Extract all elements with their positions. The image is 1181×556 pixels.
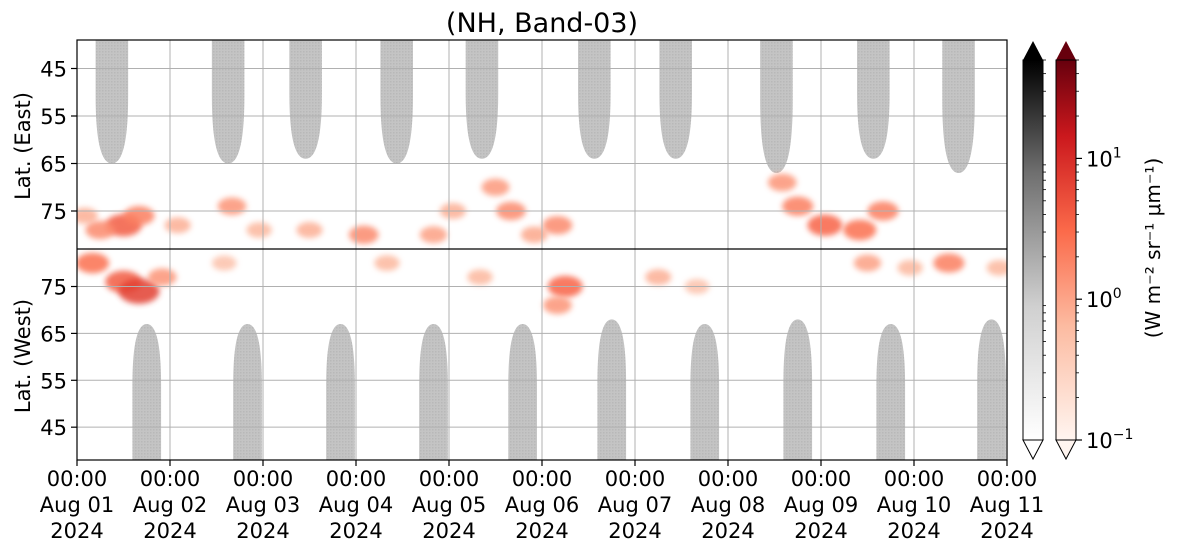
red-patch <box>217 197 247 216</box>
red-patch <box>246 222 272 238</box>
red-patch <box>807 214 843 237</box>
upper-y-axis-label: Lat. (East) <box>11 92 35 200</box>
red-patch <box>481 178 510 196</box>
gray-region-east <box>380 40 413 164</box>
gray-region-west <box>132 324 162 460</box>
red-patch <box>77 252 110 274</box>
upper-y-ticks: 45 55 65 75 <box>40 58 77 224</box>
gray-region-west <box>876 324 906 460</box>
red-patch <box>85 220 116 240</box>
gray-region-west <box>690 324 720 460</box>
x-tick-label: 00:00 Aug 03 2024 <box>226 467 300 543</box>
gray-region-east <box>578 40 611 159</box>
gray-region-east <box>95 40 129 164</box>
greys-colorbar-top-extend <box>1023 41 1043 60</box>
red-patch <box>543 296 572 315</box>
x-tick-label: 00:00 Aug 07 2024 <box>598 467 672 543</box>
gray-region-east <box>942 40 975 173</box>
red-patch <box>933 253 965 273</box>
gray-region-east <box>211 40 245 164</box>
colorbar-ticks: 10−1 100 101 <box>1043 59 1133 453</box>
red-patch <box>467 269 493 285</box>
grid <box>77 40 1007 460</box>
red-patch <box>77 207 98 224</box>
red-patch <box>123 206 155 226</box>
gray-region-west <box>597 319 627 460</box>
reds-colorbar-body <box>1055 59 1077 441</box>
x-tick-label: 00:00 Aug 05 2024 <box>412 467 486 543</box>
gray-region-west <box>419 324 448 460</box>
reds-colorbar-top-extend <box>1056 41 1076 60</box>
chart-title: (NH, Band-03) <box>446 8 638 39</box>
gray-region-east <box>857 40 890 159</box>
x-tick-label: 00:00 Aug 09 2024 <box>784 467 858 543</box>
red-patch <box>147 268 177 286</box>
x-tick-label: 00:00 Aug 01 2024 <box>40 467 114 543</box>
red-patch <box>374 255 400 271</box>
red-patch <box>211 255 237 271</box>
gray-region-east <box>465 40 499 159</box>
colorbar-tick-label: 10−1 <box>1086 427 1133 453</box>
gray-region-west <box>508 324 537 460</box>
gray-region-west <box>783 319 813 460</box>
red-patch <box>542 216 573 235</box>
colorbar-label: (W m⁻² sr⁻¹ μm⁻¹) <box>1141 158 1165 339</box>
y-tick-label: 45 <box>40 58 67 82</box>
y-tick-label: 65 <box>40 153 67 177</box>
plot-area <box>77 40 1007 460</box>
red-patch <box>853 254 882 272</box>
reds-colorbar <box>1055 41 1077 461</box>
y-tick-label: 45 <box>40 416 67 440</box>
red-patch <box>645 269 672 286</box>
colorbar-tick-label: 101 <box>1086 145 1122 171</box>
red-patch <box>419 226 448 244</box>
greys-colorbar-bottom-extend <box>1022 439 1044 461</box>
red-patch <box>986 259 1007 276</box>
y-tick-label: 65 <box>40 322 67 346</box>
reds-colorbar-bottom-extend <box>1055 439 1077 461</box>
y-tick-label: 55 <box>40 369 67 393</box>
lower-y-axis-label: Lat. (West) <box>11 299 35 413</box>
colorbar-tick-label: 100 <box>1086 286 1122 312</box>
red-patch <box>118 278 160 304</box>
x-tick-label: 00:00 Aug 11 2024 <box>970 467 1044 543</box>
x-tick-label: 00:00 Aug 10 2024 <box>877 467 951 543</box>
x-tick-label: 00:00 Aug 06 2024 <box>505 467 579 543</box>
red-patch <box>782 196 814 216</box>
y-tick-label: 75 <box>40 276 67 300</box>
red-patch <box>348 225 379 244</box>
red-patch <box>296 221 323 239</box>
gray-regions <box>95 40 1006 460</box>
red-patch <box>897 259 923 276</box>
gray-region-west <box>326 324 355 460</box>
x-tick-label: 00:00 Aug 04 2024 <box>319 467 393 543</box>
x-tick-label: 00:00 Aug 08 2024 <box>691 467 765 543</box>
y-tick-label: 75 <box>40 200 67 224</box>
x-tick-label: 00:00 Aug 02 2024 <box>133 467 207 543</box>
red-patch <box>843 219 877 241</box>
red-patch <box>767 173 797 192</box>
gray-region-east <box>289 40 322 159</box>
gray-region-east <box>760 40 793 173</box>
greys-colorbar-body <box>1022 59 1044 441</box>
gray-region-west <box>233 324 262 460</box>
red-patch <box>164 217 191 234</box>
red-patches <box>77 173 1007 315</box>
gray-region-east <box>659 40 692 159</box>
red-patch <box>520 226 548 243</box>
x-ticks: 00:00 Aug 01 2024 00:00 Aug 02 2024 00:00 Aug 0… <box>40 460 1044 543</box>
y-tick-label: 55 <box>40 105 67 129</box>
lower-y-ticks: 75 65 55 45 <box>40 276 77 440</box>
greys-colorbar <box>1022 41 1044 461</box>
gray-region-west <box>977 319 1006 460</box>
